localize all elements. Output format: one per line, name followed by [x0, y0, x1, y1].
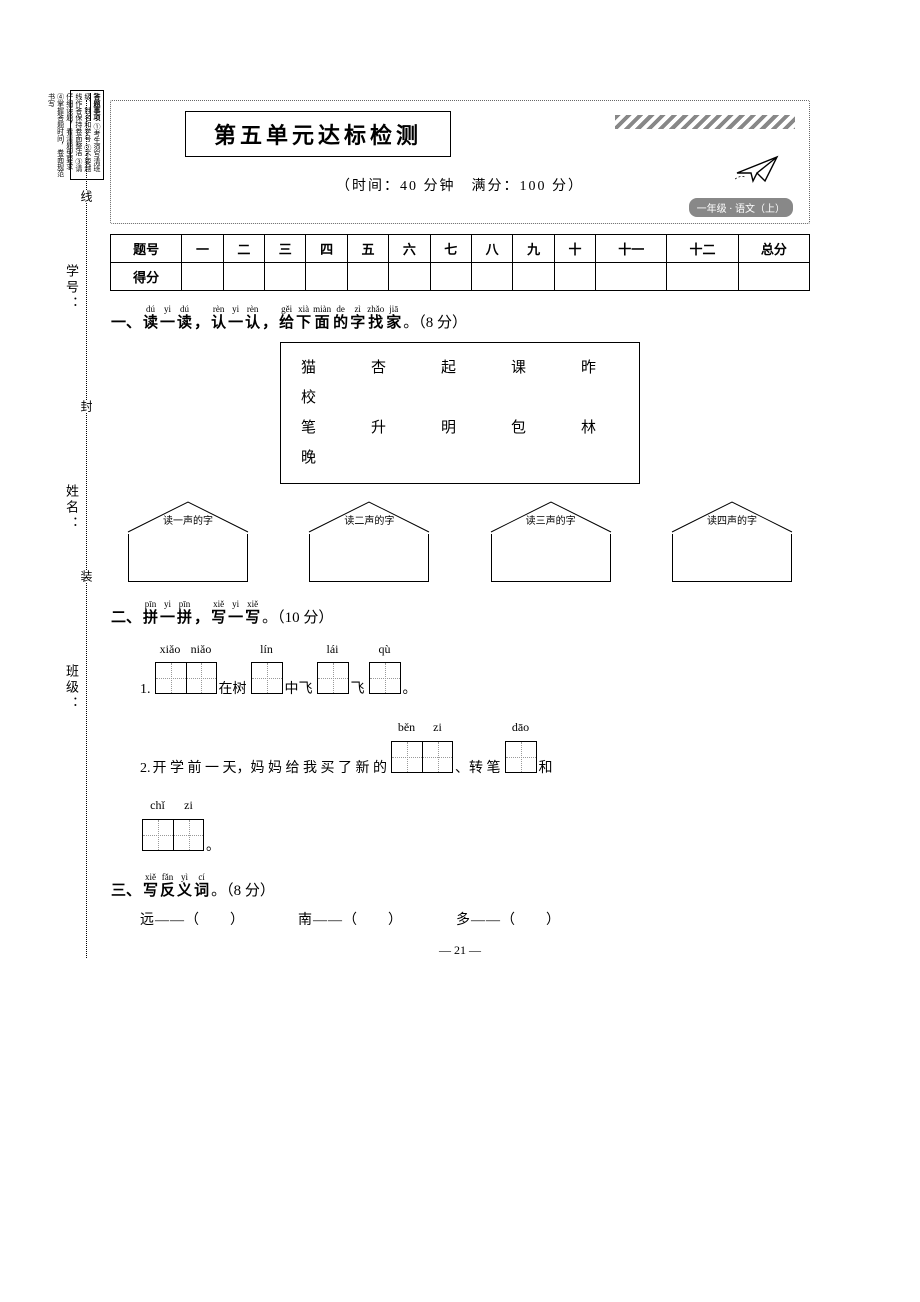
pinyin-write-grid[interactable]: lái: [317, 636, 349, 706]
question-2-1: 1.xiǎoniǎo在树lín中飞lái飞qù。: [140, 636, 810, 706]
ruby-char: cí词: [194, 873, 209, 902]
binding-rail: 线 封 装 学号： 姓名： 班级：: [62, 100, 110, 958]
character-box: 猫 杏 起 课 昨 校 笔 升 明 包 林 晚: [280, 342, 640, 484]
score-header-row: 题号 一 二 三 四 五 六 七 八 九 十 十一 十二 总分: [111, 235, 810, 263]
ruby-char: pīn拼: [177, 600, 192, 629]
points-label: 。（8 分）: [403, 305, 467, 334]
pinyin-write-grid[interactable]: dāo: [505, 714, 537, 784]
house-body[interactable]: [672, 534, 792, 582]
grade-tag: 一年级 · 语文（上）: [689, 198, 793, 217]
score-values-row: 得分: [111, 263, 810, 291]
rail-label-class: 班级：: [62, 660, 81, 716]
points-label: 。（8 分）: [211, 873, 275, 902]
section-prefix: 三、: [111, 873, 141, 902]
house-label: 读三声的字: [481, 512, 621, 527]
house-label: 读二声的字: [299, 512, 439, 527]
ruby-char: xià下: [296, 305, 311, 334]
ruby-char: xiě写: [211, 600, 226, 629]
section-2-heading: 二、pīn拼yi一pīn拼 ，xiě写yi一xiě写 。（10 分）: [110, 600, 810, 629]
tone-house[interactable]: 读一声的字: [118, 498, 258, 582]
rail-dotted-line: [86, 100, 87, 958]
section-1-heading: 一、dú读yi一dú读 ，rèn认yi一rèn认 ，gěi给xià下miàn面d…: [110, 305, 810, 334]
question-2-2a: 2.开 学 前 一 天，妈 妈 给 我 买 了 新 的běnzi、转 笔dāo和: [140, 714, 810, 784]
tone-house[interactable]: 读四声的字: [662, 498, 802, 582]
points-label: 。（10 分）: [262, 600, 333, 629]
antonym-item[interactable]: 远——（ ）: [140, 913, 245, 928]
rail-seg: 装: [78, 570, 95, 582]
stripe-decoration: [615, 115, 795, 129]
ruby-char: dú读: [143, 305, 158, 334]
house-body[interactable]: [128, 534, 248, 582]
worksheet-page: 答题事项 ①考生须写清班级、姓名和学号 ②不要越线作答保持卷面整洁 ③请仔细读题…: [110, 100, 810, 958]
page-title: 第五单元达标检测: [185, 111, 451, 157]
ruby-char: zhǎo找: [367, 305, 384, 334]
pinyin-write-grid[interactable]: xiǎoniǎo: [155, 636, 217, 706]
ruby-char: yi一: [228, 305, 243, 334]
ruby-char: ，: [194, 600, 209, 629]
ruby-char: gěi给: [279, 305, 294, 334]
ruby-char: yì义: [177, 873, 192, 902]
timing-text: （时间：40 分钟 满分：100 分）: [125, 175, 795, 195]
ruby-char: de的: [333, 305, 348, 334]
rail-label-name: 姓名：: [62, 480, 81, 536]
section-3-heading: 三、xiě写fǎn反yì义cí词 。（8 分）: [110, 873, 810, 902]
ruby-char: rèn认: [245, 305, 260, 334]
ruby-char: yi一: [228, 600, 243, 629]
question-2-2b: chǐzi。: [140, 792, 810, 862]
ruby-char: pīn拼: [143, 600, 158, 629]
ruby-char: dú读: [177, 305, 192, 334]
ruby-char: yi一: [160, 600, 175, 629]
rail-seg: 线: [78, 190, 95, 202]
ruby-char: jiā家: [386, 305, 401, 334]
char-row: 猫 杏 起 课 昨 校: [301, 353, 619, 413]
pinyin-write-grid[interactable]: chǐzi: [142, 792, 204, 862]
row-label: 题号: [111, 235, 182, 263]
row-label: 得分: [111, 263, 182, 291]
score-table: 题号 一 二 三 四 五 六 七 八 九 十 十一 十二 总分 得分: [110, 234, 810, 291]
tone-house[interactable]: 读三声的字: [481, 498, 621, 582]
section-prefix: 一、: [111, 305, 141, 334]
pinyin-write-grid[interactable]: qù: [369, 636, 401, 706]
char-row: 笔 升 明 包 林 晚: [301, 413, 619, 473]
rail-label-id: 学号：: [62, 260, 81, 316]
header-box: 第五单元达标检测 （时间：40 分钟 满分：100 分） 一年级 · 语文（上）: [110, 100, 810, 224]
pinyin-write-grid[interactable]: lín: [251, 636, 283, 706]
antonym-item[interactable]: 多——（ ）: [456, 913, 561, 928]
page-number: — 21 —: [110, 943, 810, 958]
ruby-char: xiě写: [245, 600, 260, 629]
rail-seg: 封: [78, 400, 95, 412]
ruby-char: fǎn反: [160, 873, 175, 902]
antonym-row: 远——（ ） 南——（ ） 多——（ ）: [140, 909, 810, 929]
pinyin-write-grid[interactable]: běnzi: [391, 714, 453, 784]
ruby-char: ，: [262, 305, 277, 334]
section-prefix: 二、: [111, 600, 141, 629]
house-body[interactable]: [491, 534, 611, 582]
house-body[interactable]: [309, 534, 429, 582]
ruby-char: yi一: [160, 305, 175, 334]
antonym-item[interactable]: 南——（ ）: [298, 913, 403, 928]
ruby-char: xiě写: [143, 873, 158, 902]
tone-house[interactable]: 读二声的字: [299, 498, 439, 582]
ruby-char: miàn面: [313, 305, 331, 334]
paper-plane-icon: [735, 153, 781, 185]
ruby-char: ，: [194, 305, 209, 334]
ruby-char: rèn认: [211, 305, 226, 334]
house-label: 读一声的字: [118, 512, 258, 527]
ruby-char: zì字: [350, 305, 365, 334]
house-label: 读四声的字: [662, 512, 802, 527]
tone-houses: 读一声的字 读二声的字 读三声的字 读四声的字: [118, 498, 802, 582]
